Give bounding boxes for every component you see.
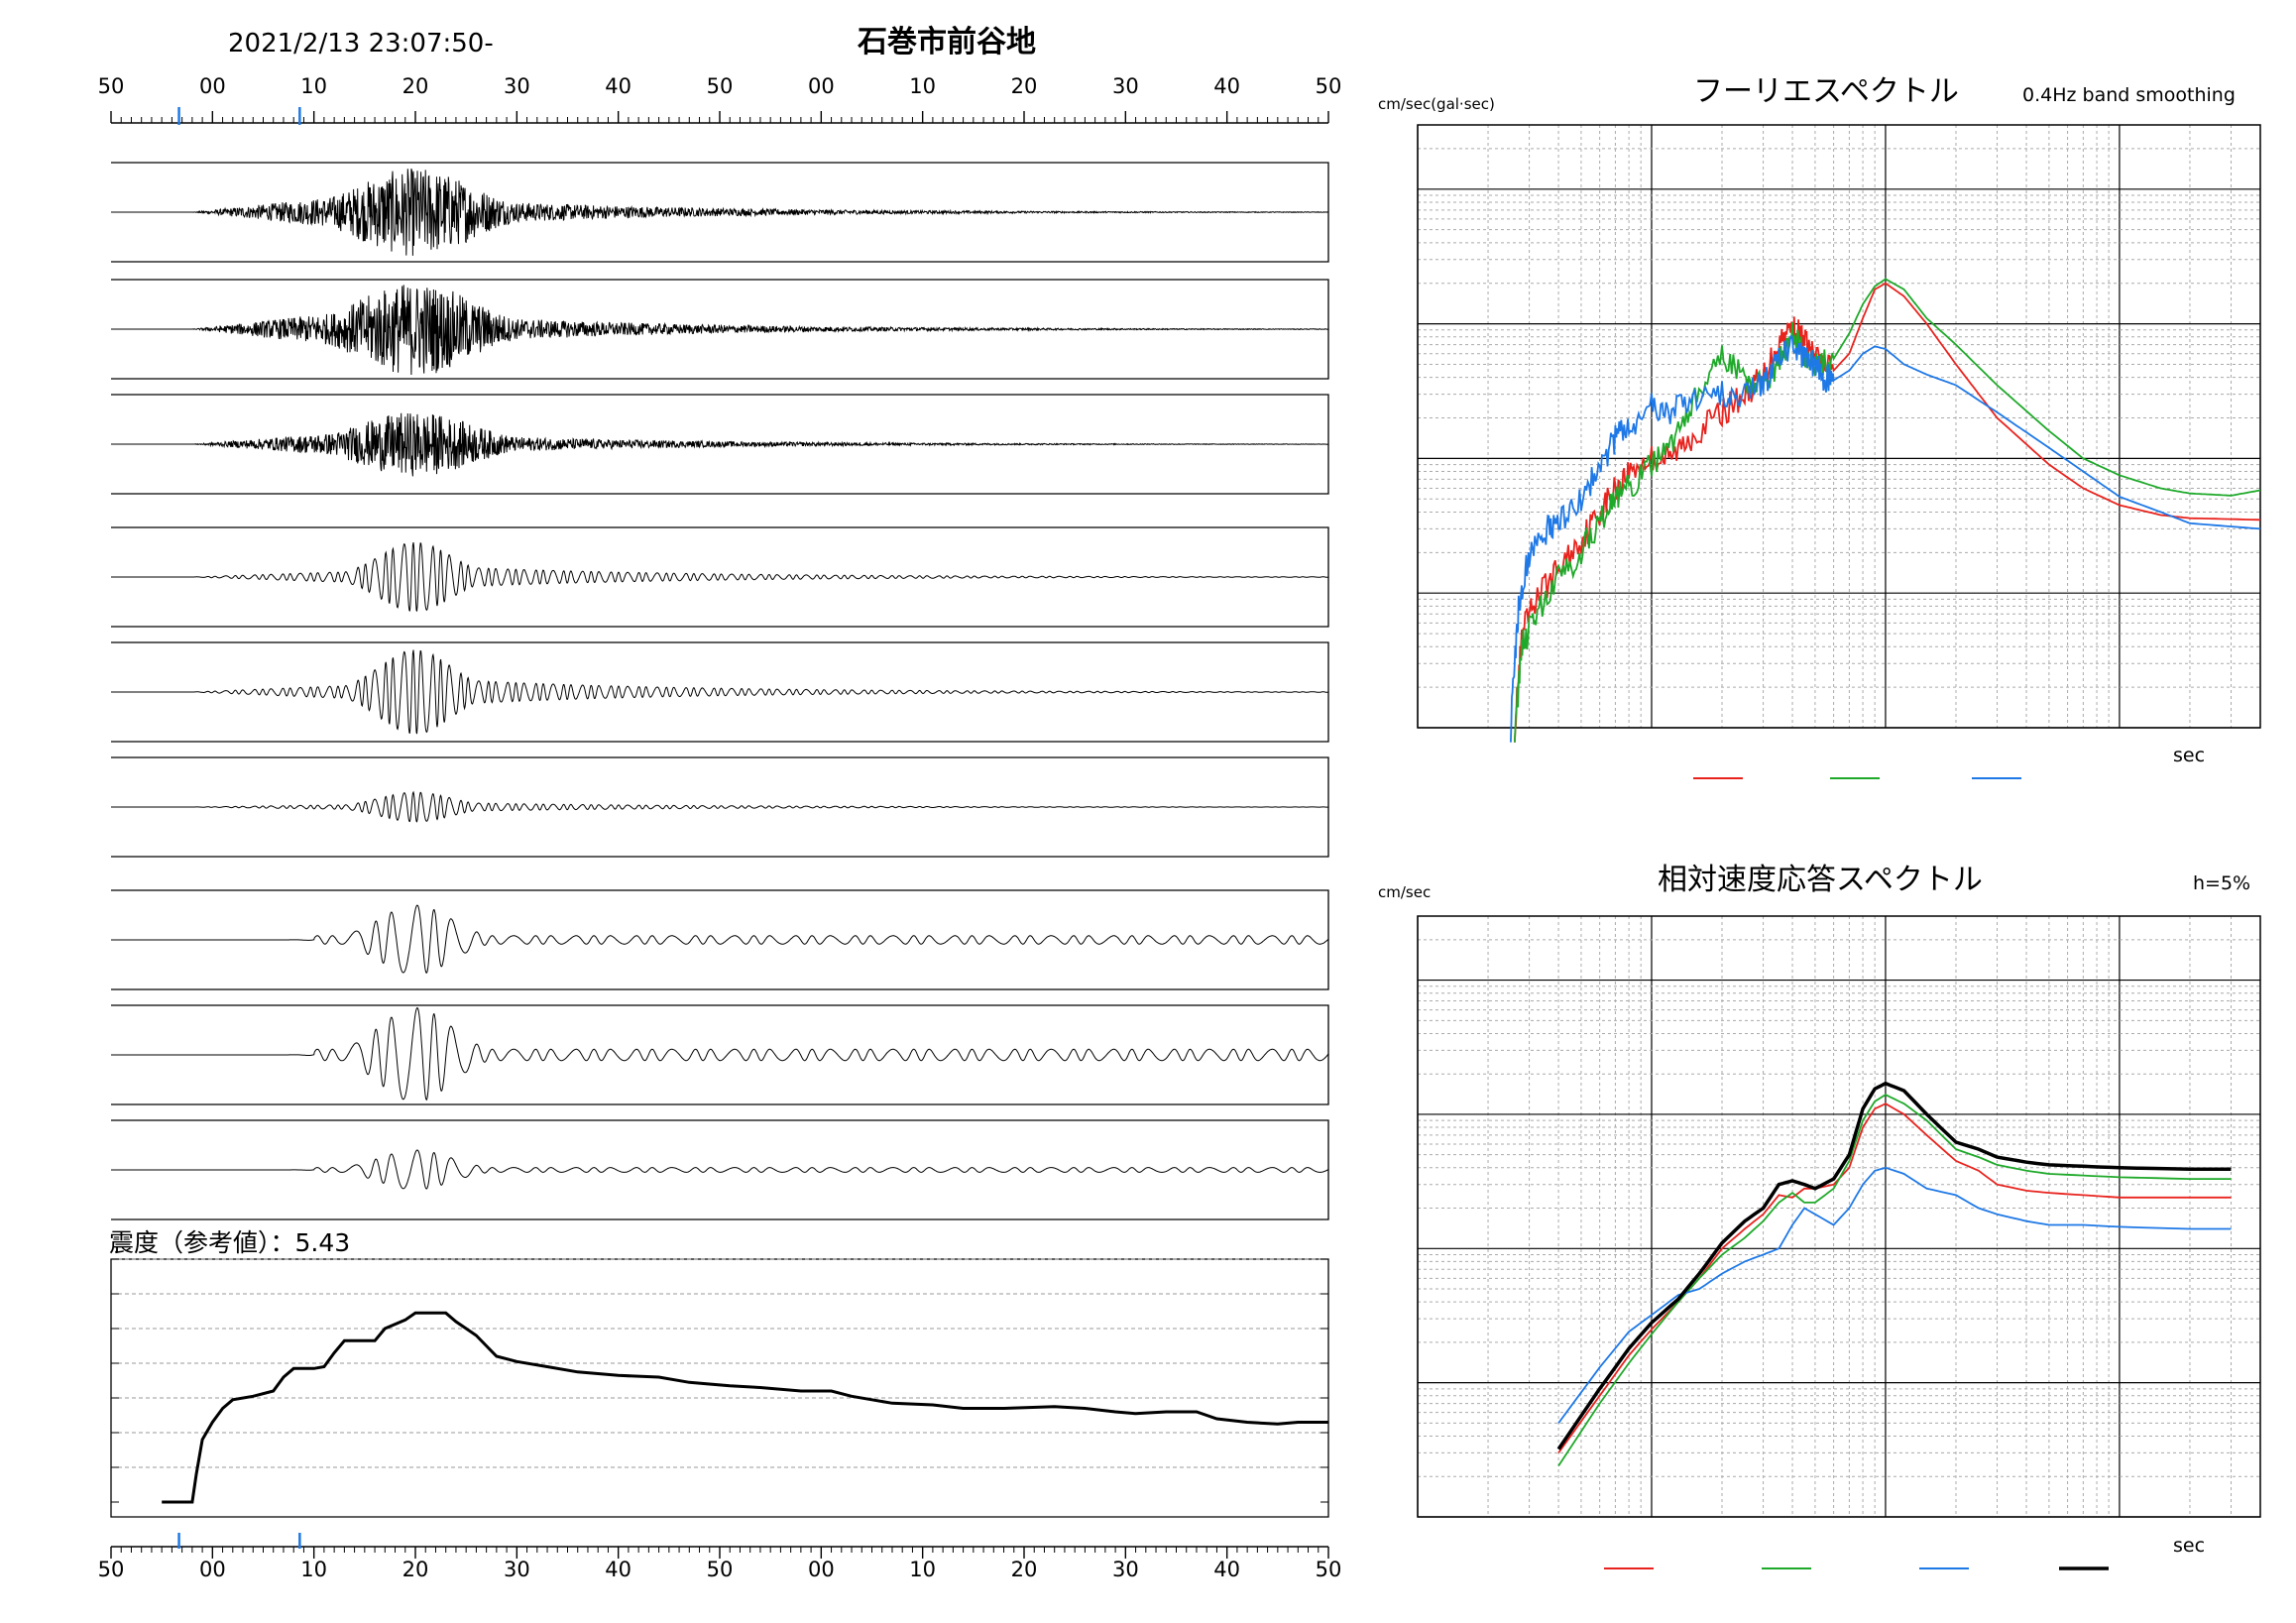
waveform-trace — [111, 285, 1329, 376]
fourier-spectrum-chart: フーリエスペクトル 0.4Hz band smoothing cm/sec(ga… — [1378, 74, 2261, 779]
top-time-tick-label: 30 — [504, 74, 530, 98]
waveform-trace — [111, 649, 1329, 735]
waveform-panel — [111, 889, 1329, 990]
panel-frame — [111, 889, 1329, 990]
response-title: 相対速度応答スペクトル — [1658, 863, 1983, 897]
waveform-trace — [111, 1149, 1329, 1190]
bottom-time-tick-label: 20 — [402, 1558, 429, 1581]
top-time-tick-label: 20 — [402, 74, 429, 98]
top-time-tick-label: 40 — [605, 74, 631, 98]
panel-frame — [111, 1004, 1329, 1105]
fourier-subtitle: 0.4Hz band smoothing — [2022, 84, 2236, 106]
waveform-trace — [111, 168, 1328, 256]
intensity-frame — [110, 1258, 1329, 1518]
series-line-horizon — [1556, 1081, 2232, 1450]
bottom-time-tick-label: 30 — [504, 1558, 530, 1581]
bottom-time-tick-label: 10 — [300, 1558, 327, 1581]
bottom-time-tick-label: 30 — [1112, 1558, 1139, 1581]
response-xlabel: sec — [2173, 1535, 2205, 1557]
top-time-tick-label: 50 — [707, 74, 734, 98]
top-time-tick-label: 50 — [98, 74, 125, 98]
waveform-trace — [111, 541, 1329, 612]
bottom-time-tick-label: 40 — [605, 1558, 631, 1581]
top-time-axis: 50 00 10 20 30 40 50 00 10 20 30 40 50 — [98, 74, 1342, 125]
waveform-panel — [111, 756, 1329, 858]
fourier-xlabel: sec — [2173, 745, 2205, 766]
series-line-ud — [1510, 334, 2261, 743]
fourier-ylabel: cm/sec(gal·sec) — [1378, 95, 1495, 113]
bottom-time-tick-label: 20 — [1011, 1558, 1038, 1581]
waveform-trace — [111, 904, 1329, 975]
event-datetime: 2021/2/13 23:07:50- — [228, 29, 494, 58]
bottom-time-tick-label: 50 — [98, 1558, 125, 1581]
response-subtitle: h=5% — [2193, 872, 2250, 894]
waveform-panel — [111, 641, 1329, 743]
bottom-time-axis: 50 00 10 20 30 40 50 00 10 20 30 40 50 — [98, 1546, 1342, 1581]
top-time-tick-label: 20 — [1011, 74, 1038, 98]
plot-frame — [1417, 915, 2261, 1518]
top-time-tick-label: 10 — [909, 74, 936, 98]
response-spectrum-chart: 相対速度応答スペクトル h=5% cm/sec sec — [1378, 863, 2261, 1570]
waveform-panel — [111, 394, 1329, 495]
waveform-panel — [111, 1004, 1329, 1105]
top-time-tick-label: 00 — [808, 74, 835, 98]
top-time-tick-label: 50 — [1316, 74, 1342, 98]
series-line-ud — [1557, 1166, 2232, 1424]
intensity-line — [162, 1311, 1328, 1504]
intensity-title: 震度（参考値）：5.43 — [109, 1228, 350, 1257]
top-time-tick-label: 10 — [300, 74, 327, 98]
bottom-time-tick-label: 40 — [1213, 1558, 1240, 1581]
series-line-ns — [1514, 282, 2261, 743]
top-time-tick-label: 00 — [199, 74, 226, 98]
top-time-tick-label: 40 — [1213, 74, 1240, 98]
waveform-trace — [111, 1007, 1329, 1101]
waveform-trace — [111, 790, 1328, 823]
series-line-ew — [1557, 1094, 2232, 1466]
intensity-panel: 震度（参考値）：5.43 — [109, 1228, 1329, 1549]
plot-frame — [1417, 124, 2261, 729]
bottom-time-tick-label: 50 — [1316, 1558, 1342, 1581]
waveform-panel — [111, 162, 1329, 263]
bottom-time-tick-label: 00 — [199, 1558, 226, 1581]
waveform-panel — [111, 279, 1329, 380]
waveform-panels — [111, 162, 1329, 1220]
waveform-panel — [111, 1119, 1329, 1220]
bottom-time-tick-label: 10 — [909, 1558, 936, 1581]
bottom-time-tick-label: 50 — [707, 1558, 734, 1581]
top-time-tick-label: 30 — [1112, 74, 1139, 98]
station-name: 石巻市前谷地 — [857, 25, 1036, 59]
waveform-trace — [111, 412, 1328, 477]
fourier-title: フーリエスペクトル — [1693, 74, 1959, 109]
response-ylabel: cm/sec — [1378, 883, 1431, 901]
bottom-time-tick-label: 00 — [808, 1558, 835, 1581]
waveform-panel — [111, 526, 1329, 628]
